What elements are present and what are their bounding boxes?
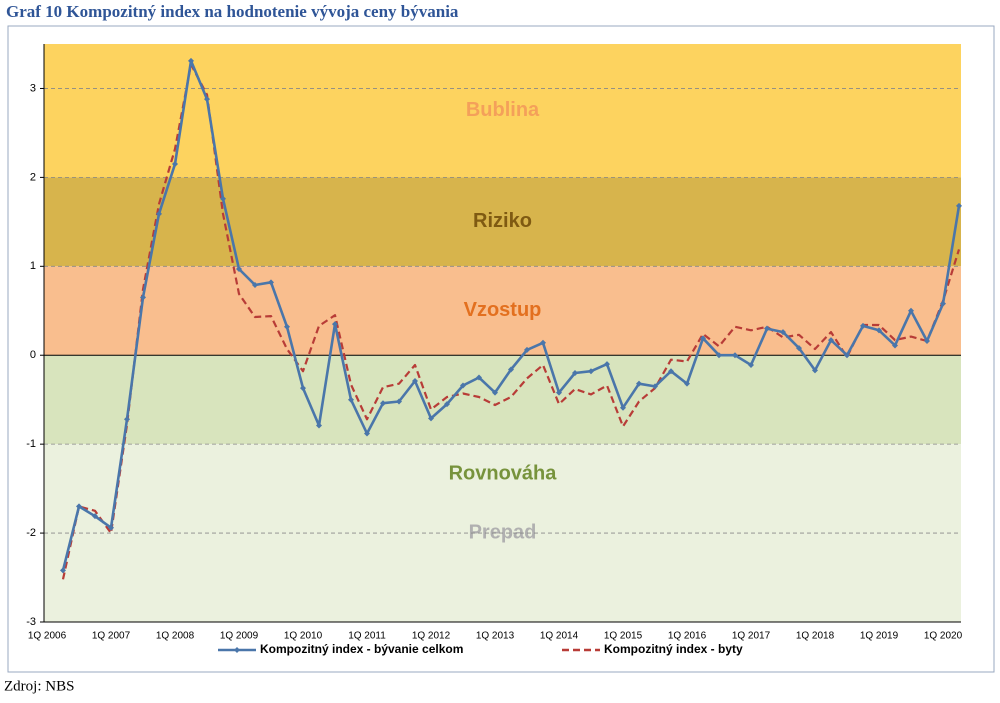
point-marker <box>492 389 498 396</box>
point-marker <box>236 265 242 272</box>
point-marker <box>620 404 626 411</box>
band <box>44 44 961 178</box>
point-marker <box>348 396 354 403</box>
band-label: Riziko <box>473 210 532 232</box>
point-marker <box>780 329 786 336</box>
band-label: Prepad <box>469 521 537 543</box>
point-marker <box>476 374 482 381</box>
point-marker <box>412 378 418 385</box>
point-marker <box>76 503 82 510</box>
x-tick-label: 1Q 2017 <box>732 631 771 642</box>
point-marker <box>604 361 610 368</box>
point-marker <box>716 352 722 359</box>
band-label: Rovnováha <box>449 462 558 484</box>
point-marker <box>172 161 178 168</box>
x-tick-label: 1Q 2019 <box>860 631 899 642</box>
x-tick-label: 1Q 2015 <box>604 631 643 642</box>
x-tick-label: 1Q 2014 <box>540 631 579 642</box>
x-tick-label: 1Q 2012 <box>412 631 451 642</box>
x-tick-label: 1Q 2010 <box>284 631 323 642</box>
y-tick-label: -3 <box>26 616 36 628</box>
series-line <box>61 63 961 580</box>
band <box>44 177 961 267</box>
y-tick-label: -2 <box>26 527 36 539</box>
source: Zdroj: NBS <box>4 678 74 694</box>
y-tick-label: 1 <box>30 260 36 272</box>
point-marker <box>316 422 322 429</box>
legend-label: Kompozitný index - bývanie celkom <box>260 642 463 656</box>
point-marker <box>924 338 930 345</box>
x-tick-label: 1Q 2016 <box>668 631 707 642</box>
y-tick-label: -1 <box>26 438 36 450</box>
x-tick-label: 1Q 2006 <box>28 631 67 642</box>
point-marker <box>796 345 802 352</box>
point-marker <box>268 279 274 286</box>
legend-label: Kompozitný index - byty <box>604 642 743 656</box>
point-marker <box>572 370 578 377</box>
point-marker <box>684 380 690 387</box>
point-marker <box>556 389 562 396</box>
chart-title: Graf 10 Kompozitný index na hodnotenie v… <box>6 2 459 21</box>
point-marker <box>636 380 642 387</box>
point-marker <box>540 339 546 346</box>
point-marker <box>204 96 210 103</box>
point-marker <box>428 415 434 422</box>
point-marker <box>508 366 514 373</box>
band <box>44 355 961 445</box>
band-label: Vzostup <box>464 299 542 321</box>
legend-marker <box>234 647 240 653</box>
x-tick-label: 1Q 2007 <box>92 631 131 642</box>
x-tick-label: 1Q 2018 <box>796 631 835 642</box>
point-marker <box>108 524 114 531</box>
y-tick-label: 0 <box>30 349 36 361</box>
x-tick-label: 1Q 2009 <box>220 631 259 642</box>
y-tick-label: 2 <box>30 171 36 183</box>
point-marker <box>300 385 306 392</box>
point-marker <box>396 398 402 405</box>
point-marker <box>732 352 738 359</box>
point-marker <box>700 335 706 342</box>
x-tick-label: 1Q 2008 <box>156 631 195 642</box>
point-marker <box>252 281 258 288</box>
point-marker <box>444 401 450 408</box>
point-marker <box>812 367 818 374</box>
point-marker <box>876 327 882 334</box>
point-marker <box>156 210 162 217</box>
point-marker <box>60 567 66 574</box>
point-marker <box>188 57 194 64</box>
x-tick-label: 1Q 2020 <box>924 631 963 642</box>
point-marker <box>764 325 770 332</box>
point-marker <box>828 337 834 344</box>
point-marker <box>892 342 898 349</box>
point-marker <box>668 368 674 375</box>
band <box>44 266 961 356</box>
point-marker <box>956 202 962 209</box>
point-marker <box>908 307 914 314</box>
point-marker <box>860 322 866 329</box>
point-marker <box>124 416 130 423</box>
y-tick-label: 3 <box>30 82 36 94</box>
point-marker <box>92 513 98 520</box>
point-marker <box>588 368 594 375</box>
point-marker <box>284 323 290 330</box>
point-marker <box>524 346 530 353</box>
point-marker <box>652 383 658 390</box>
point-marker <box>748 362 754 369</box>
point-marker <box>380 400 386 407</box>
chart-frame <box>7 25 995 673</box>
point-marker <box>364 430 370 437</box>
x-tick-label: 1Q 2011 <box>348 631 386 642</box>
point-marker <box>220 195 226 202</box>
point-marker <box>940 300 946 307</box>
band-label: Bublina <box>466 99 540 121</box>
point-marker <box>332 321 338 328</box>
point-marker <box>140 294 146 301</box>
x-tick-label: 1Q 2013 <box>476 631 515 642</box>
point-marker <box>844 352 850 359</box>
point-marker <box>460 382 466 389</box>
